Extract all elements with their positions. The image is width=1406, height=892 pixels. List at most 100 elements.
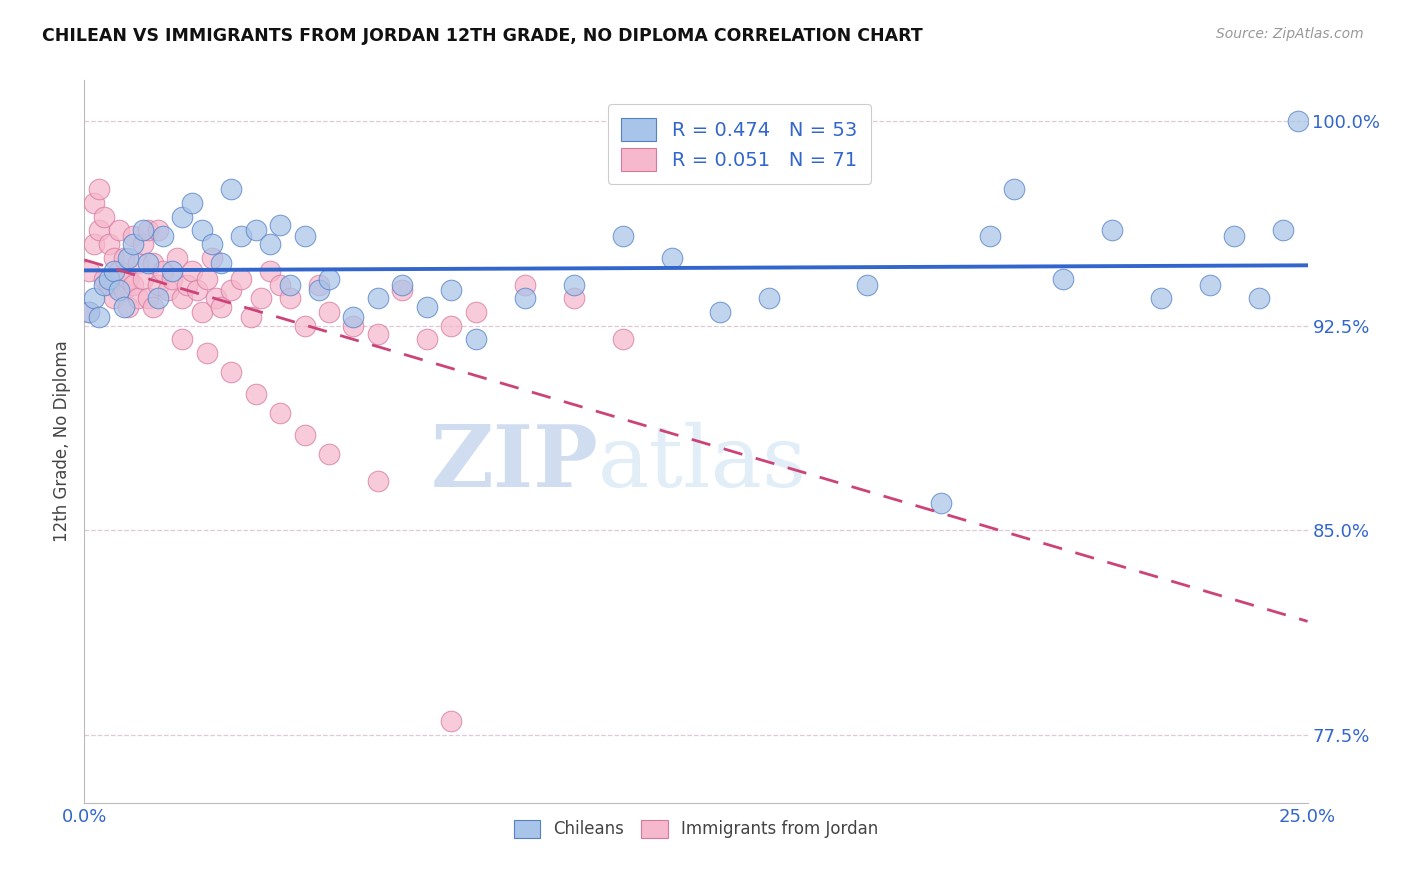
Point: [259, 264, 281, 278]
Point: [77, 305, 100, 319]
Point: [107, 283, 129, 297]
Point: [162, 264, 184, 278]
Point: [269, 277, 291, 292]
Point: [152, 228, 174, 243]
Point: [219, 365, 242, 379]
Point: [103, 264, 125, 278]
Point: [294, 228, 316, 243]
Point: [112, 251, 135, 265]
Text: CHILEAN VS IMMIGRANTS FROM JORDAN 12TH GRADE, NO DIPLOMA CORRELATION CHART: CHILEAN VS IMMIGRANTS FROM JORDAN 12TH G…: [42, 27, 922, 45]
Point: [513, 292, 536, 306]
Point: [709, 305, 731, 319]
Point: [219, 182, 242, 196]
Point: [269, 218, 291, 232]
Point: [1286, 114, 1309, 128]
Point: [205, 292, 228, 306]
Point: [93, 272, 115, 286]
Point: [146, 292, 169, 306]
Point: [440, 318, 463, 333]
Point: [142, 300, 165, 314]
Point: [1002, 182, 1025, 196]
Point: [176, 277, 198, 292]
Point: [83, 292, 105, 306]
Point: [132, 223, 155, 237]
Point: [191, 305, 214, 319]
Point: [440, 714, 463, 728]
Point: [367, 474, 389, 488]
Point: [856, 277, 879, 292]
Point: [136, 223, 159, 237]
Point: [209, 256, 232, 270]
Point: [93, 210, 115, 224]
Point: [259, 236, 281, 251]
Point: [245, 387, 267, 401]
Point: [1247, 292, 1270, 306]
Point: [93, 277, 115, 292]
Point: [107, 223, 129, 237]
Point: [195, 272, 218, 286]
Point: [107, 264, 129, 278]
Point: [142, 256, 165, 270]
Point: [146, 223, 169, 237]
Point: [391, 277, 413, 292]
Point: [112, 300, 135, 314]
Point: [367, 292, 389, 306]
Point: [269, 406, 291, 420]
Point: [172, 210, 194, 224]
Point: [661, 251, 683, 265]
Point: [162, 272, 184, 286]
Point: [152, 264, 174, 278]
Point: [83, 236, 105, 251]
Point: [440, 283, 463, 297]
Point: [122, 277, 145, 292]
Point: [112, 283, 135, 297]
Point: [342, 310, 364, 325]
Point: [1052, 272, 1074, 286]
Point: [103, 251, 125, 265]
Point: [294, 318, 316, 333]
Point: [308, 277, 330, 292]
Point: [166, 251, 188, 265]
Point: [245, 223, 267, 237]
Point: [132, 272, 155, 286]
Point: [97, 236, 120, 251]
Point: [1198, 277, 1220, 292]
Point: [181, 264, 204, 278]
Point: [562, 277, 585, 292]
Point: [308, 283, 330, 297]
Text: atlas: atlas: [598, 422, 807, 505]
Point: [103, 292, 125, 306]
Point: [97, 272, 120, 286]
Point: [229, 272, 252, 286]
Point: [83, 196, 105, 211]
Point: [191, 223, 214, 237]
Point: [219, 283, 242, 297]
Point: [239, 310, 262, 325]
Point: [249, 292, 271, 306]
Point: [612, 332, 634, 346]
Point: [195, 346, 218, 360]
Point: [513, 277, 536, 292]
Point: [229, 228, 252, 243]
Point: [97, 277, 120, 292]
Point: [77, 264, 100, 278]
Point: [186, 283, 208, 297]
Point: [464, 305, 486, 319]
Point: [87, 182, 110, 196]
Point: [87, 223, 110, 237]
Text: Source: ZipAtlas.com: Source: ZipAtlas.com: [1216, 27, 1364, 41]
Point: [318, 447, 340, 461]
Point: [979, 228, 1001, 243]
Point: [1101, 223, 1123, 237]
Point: [181, 196, 204, 211]
Point: [562, 292, 585, 306]
Point: [132, 236, 155, 251]
Point: [758, 292, 780, 306]
Point: [416, 332, 439, 346]
Point: [117, 251, 139, 265]
Point: [464, 332, 486, 346]
Point: [367, 326, 389, 341]
Point: [1223, 228, 1246, 243]
Point: [172, 332, 194, 346]
Point: [136, 292, 159, 306]
